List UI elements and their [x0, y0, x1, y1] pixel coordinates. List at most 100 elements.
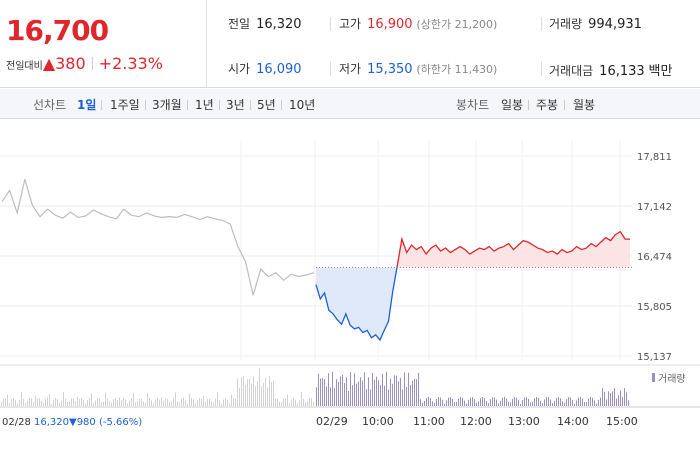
volume-bar: [267, 387, 268, 406]
volume-bar: [364, 372, 365, 406]
divider: [250, 100, 251, 110]
volume-bar: [550, 399, 551, 406]
tab-5year[interactable]: 5년: [257, 98, 276, 112]
volume-bar: [285, 398, 286, 406]
volume-bar: [540, 400, 541, 406]
volume-bar: [161, 397, 162, 406]
divider: [91, 57, 93, 70]
volume-bar: [614, 388, 615, 406]
volume-bar: [352, 385, 353, 406]
stat-value: 16,900: [367, 17, 413, 32]
volume-bar: [39, 398, 40, 406]
volume-bar: [23, 399, 24, 406]
volume-bar: [464, 400, 465, 406]
volume-bar: [223, 399, 224, 406]
stat-value: 15,350: [367, 62, 413, 77]
volume-bar: [374, 380, 375, 406]
tab-10year[interactable]: 10년: [289, 98, 316, 112]
stat-value: 994,931: [588, 17, 642, 32]
volume-bar: [167, 398, 168, 406]
tab-3month[interactable]: 3개월: [152, 98, 182, 112]
volume-bar: [518, 400, 519, 406]
tab-daily-candle[interactable]: 일봉: [501, 98, 524, 112]
volume-bar: [410, 384, 411, 406]
tab-3year[interactable]: 3년: [226, 98, 245, 112]
volume-bar: [47, 398, 48, 406]
volume-bar: [303, 398, 304, 406]
volume-bar: [101, 402, 102, 406]
volume-bar: [470, 397, 471, 406]
volume-bar: [408, 372, 409, 406]
volume-bar: [129, 400, 130, 406]
volume-bar: [307, 401, 308, 406]
volume-bar: [175, 392, 176, 406]
volume-bar: [241, 377, 242, 406]
x-tick-label: 15:00: [606, 415, 638, 428]
volume-bar: [305, 402, 306, 406]
volume-bar: [336, 379, 337, 406]
volume-bar: [113, 399, 114, 406]
volume-bar: [552, 403, 553, 406]
prev-close-date: 02/28: [2, 417, 31, 428]
stat-label: 시가: [228, 62, 251, 76]
stat-prev-close: 전일 16,320: [228, 15, 302, 32]
volume-bar: [215, 398, 216, 406]
volume-bar: [596, 403, 597, 406]
volume-bar: [524, 397, 525, 406]
divider: [528, 100, 529, 110]
volume-bar: [386, 371, 387, 406]
divider: [145, 100, 146, 110]
volume-bar: [368, 377, 369, 406]
volume-bar: [147, 393, 148, 406]
lower-limit: (하한가 11,430): [416, 63, 498, 76]
volume-bar: [384, 385, 385, 406]
volume-bar: [261, 386, 262, 406]
volume-bar: [313, 401, 314, 406]
volume-bar: [398, 381, 399, 406]
prev-day-line: [1, 179, 315, 296]
x-axis: 02/29 10:00 11:00 12:00 13:00 14:00 15:00: [316, 415, 638, 428]
down-area: [316, 267, 397, 341]
x-tick-label: 10:00: [362, 415, 394, 428]
volume-bar: [510, 402, 511, 406]
volume-bar: [328, 373, 329, 406]
volume-bar: [622, 396, 623, 406]
volume-bar: [37, 398, 38, 406]
volume-bar: [131, 398, 132, 406]
volume-bar: [350, 372, 351, 406]
volume-bar: [442, 399, 443, 406]
volume-bar: [109, 401, 110, 406]
price-stats: 전일 16,320 고가 16,900 (상한가 21,200) 거래량 994,93…: [208, 0, 700, 88]
tab-monthly-candle[interactable]: 월봉: [573, 98, 596, 112]
volume-bar: [123, 398, 124, 406]
volume-bar: [388, 389, 389, 406]
volume-bar: [115, 398, 116, 406]
tab-1day[interactable]: 1일: [77, 98, 97, 112]
volume-bar: [568, 397, 569, 406]
volume-bar: [392, 383, 393, 406]
tab-1year[interactable]: 1년: [195, 98, 214, 112]
volume-bar: [412, 380, 413, 406]
line-chart-label: 선차트: [33, 98, 67, 112]
volume-bar: [476, 402, 477, 406]
volume-bar: [626, 392, 627, 406]
tab-1week[interactable]: 1주일: [110, 98, 140, 112]
volume-bar: [41, 400, 42, 406]
volume-bar: [73, 398, 74, 406]
stat-open: 시가 16,090: [228, 60, 302, 77]
volume-bar: [145, 402, 146, 406]
volume-bar: [342, 374, 343, 406]
y-tick-label: 17,811: [637, 152, 672, 163]
volume-bar: [67, 401, 68, 406]
volume-bar: [71, 398, 72, 406]
volume-bar: [217, 392, 218, 406]
volume-bar: [269, 376, 270, 406]
tab-weekly-candle[interactable]: 주봉: [536, 98, 559, 112]
volume-bar: [516, 397, 517, 406]
volume-bar: [378, 379, 379, 406]
volume-bar: [474, 399, 475, 406]
volume-bar: [536, 397, 537, 406]
volume-bar: [438, 397, 439, 406]
volume-bar: [396, 375, 397, 406]
down-line: [315, 267, 398, 342]
